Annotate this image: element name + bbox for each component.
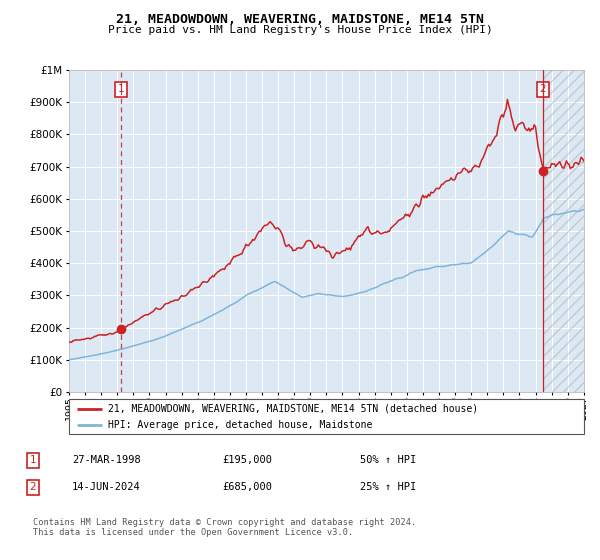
Text: 2: 2 xyxy=(539,85,546,94)
Text: £195,000: £195,000 xyxy=(222,455,272,465)
Text: 14-JUN-2024: 14-JUN-2024 xyxy=(72,482,141,492)
Text: Price paid vs. HM Land Registry's House Price Index (HPI): Price paid vs. HM Land Registry's House … xyxy=(107,25,493,35)
Text: HPI: Average price, detached house, Maidstone: HPI: Average price, detached house, Maid… xyxy=(107,421,372,430)
Text: 25% ↑ HPI: 25% ↑ HPI xyxy=(360,482,416,492)
Text: 21, MEADOWDOWN, WEAVERING, MAIDSTONE, ME14 5TN: 21, MEADOWDOWN, WEAVERING, MAIDSTONE, ME… xyxy=(116,13,484,26)
Text: 1: 1 xyxy=(118,85,124,94)
Text: 2: 2 xyxy=(29,482,37,492)
Text: 27-MAR-1998: 27-MAR-1998 xyxy=(72,455,141,465)
Text: 50% ↑ HPI: 50% ↑ HPI xyxy=(360,455,416,465)
Text: £685,000: £685,000 xyxy=(222,482,272,492)
FancyBboxPatch shape xyxy=(69,399,584,434)
Text: Contains HM Land Registry data © Crown copyright and database right 2024.
This d: Contains HM Land Registry data © Crown c… xyxy=(33,518,416,538)
Bar xyxy=(543,70,584,392)
Text: 1: 1 xyxy=(29,455,37,465)
Bar xyxy=(543,70,584,392)
Text: 21, MEADOWDOWN, WEAVERING, MAIDSTONE, ME14 5TN (detached house): 21, MEADOWDOWN, WEAVERING, MAIDSTONE, ME… xyxy=(107,404,478,414)
